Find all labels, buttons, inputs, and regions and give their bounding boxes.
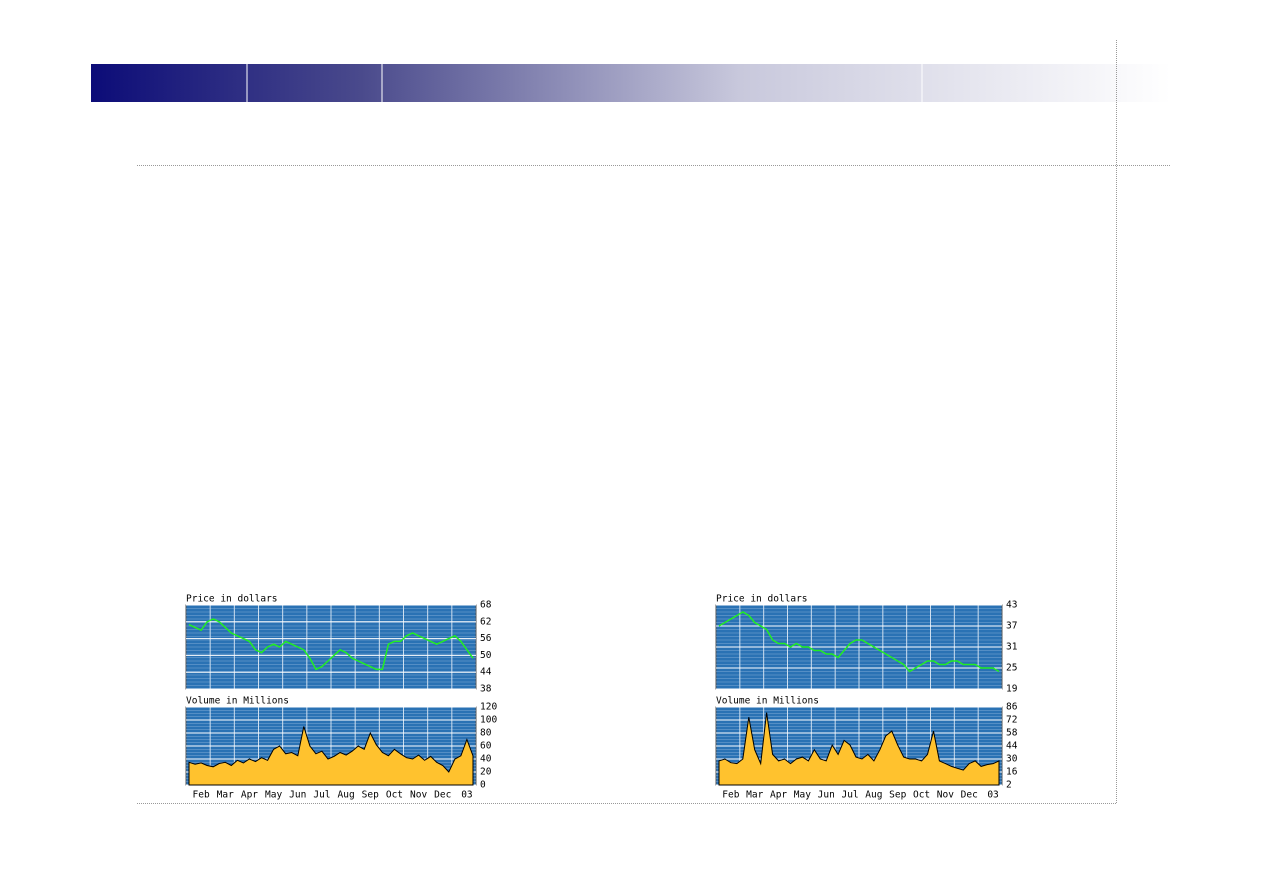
y-tick-label: 60 [480,741,492,752]
y-tick-label: 58 [1006,728,1018,739]
x-tick-label: 03 [461,790,472,801]
y-tick-label: 80 [480,728,492,739]
x-tick-label: Sep [889,790,906,801]
y-tick-label: 38 [480,684,492,695]
x-tick-label: Nov [937,790,954,801]
x-tick-label: May [265,790,282,801]
x-tick-label: Dec [961,790,978,801]
y-tick-label: 43 [1006,600,1017,611]
x-tick-label: Nov [410,790,427,801]
price-line [718,611,1000,673]
chart-title: Price in dollars [186,594,278,605]
x-tick-label: Jun [818,790,835,801]
y-tick-label: 2 [1006,780,1012,791]
x-tick-label: May [794,790,811,801]
x-tick-label: Mar [746,790,763,801]
y-tick-label: 30 [1006,754,1018,765]
y-tick-label: 86 [1006,702,1018,713]
x-tick-label: Feb [193,790,210,801]
x-tick-label: Feb [722,790,739,801]
x-tick-label: Dec [434,790,451,801]
y-tick-label: 0 [480,780,486,791]
header-bar [91,64,1171,102]
chart-title: Volume in Millions [716,696,819,707]
y-tick-label: 100 [480,715,497,726]
x-tick-label: Aug [338,790,355,801]
x-tick-label: Mar [217,790,234,801]
x-tick-label: 03 [987,790,998,801]
x-tick-label: Jun [289,790,306,801]
y-tick-label: 44 [1006,741,1018,752]
volume-area [718,712,1000,786]
y-tick-label: 16 [1006,767,1018,778]
x-tick-label: Oct [913,790,930,801]
y-tick-label: 31 [1006,642,1018,653]
y-tick-label: 56 [480,633,492,644]
price-line [188,618,474,671]
x-tick-label: Aug [865,790,882,801]
y-tick-label: 37 [1006,621,1017,632]
y-tick-label: 72 [1006,715,1017,726]
y-tick-label: 40 [480,754,492,765]
y-tick-label: 20 [480,767,492,778]
y-tick-label: 44 [480,667,492,678]
y-tick-label: 50 [480,650,492,661]
x-tick-label: Apr [241,790,258,801]
x-tick-label: Jul [313,790,330,801]
chart-title: Price in dollars [716,594,808,605]
x-tick-label: Sep [362,790,379,801]
y-tick-label: 120 [480,702,497,713]
volume-area [188,726,474,786]
y-tick-label: 62 [480,616,491,627]
y-tick-label: 19 [1006,684,1018,695]
y-tick-label: 68 [480,600,492,611]
y-tick-label: 25 [1006,663,1017,674]
x-tick-label: Apr [770,790,787,801]
chart-title: Volume in Millions [186,696,289,707]
x-tick-label: Oct [386,790,403,801]
x-tick-label: Jul [841,790,858,801]
